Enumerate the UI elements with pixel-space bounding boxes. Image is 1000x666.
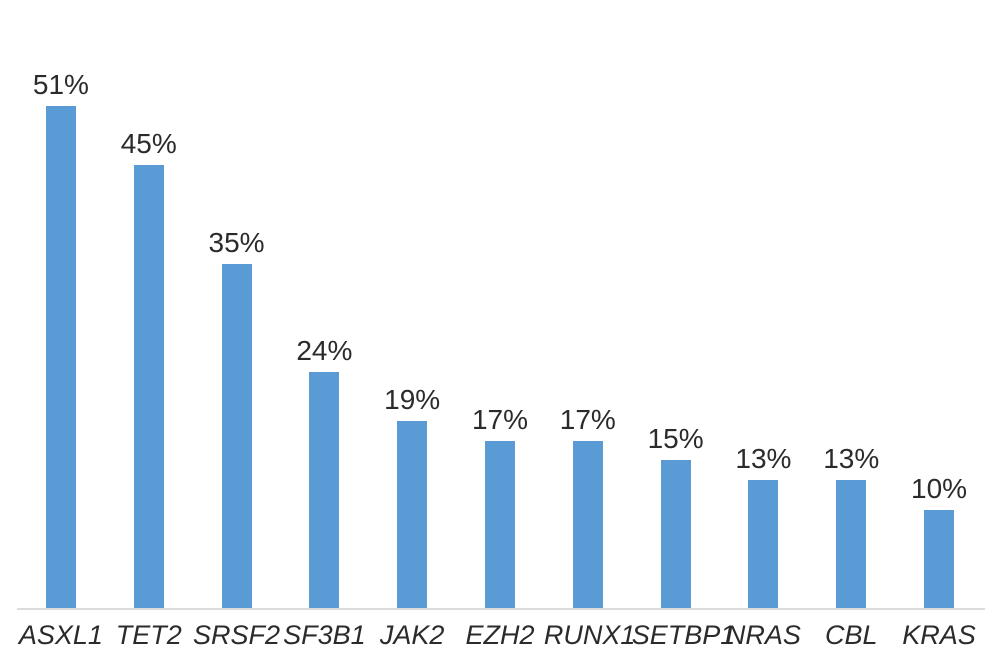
bar-value-label-srsf2: 35% (208, 226, 265, 258)
bar-column-kras: 10% (895, 0, 983, 608)
bar-value-label-tet2: 45% (120, 127, 177, 159)
bar-value-label-nras: 13% (735, 442, 792, 474)
bar-column-nras: 13% (720, 0, 808, 608)
plot-area: 51% 45% 35% 24% 19% 17% 17% 15% 13% 13% 10% (17, 0, 983, 608)
x-axis-label-tet2: TET2 (115, 620, 182, 650)
x-axis-label-ezh2: EZH2 (465, 620, 535, 650)
bar-srsf2 (221, 264, 252, 608)
bar-tet2 (133, 165, 164, 608)
bar-column-srsf2: 35% (193, 0, 281, 608)
bar-asxl1 (45, 106, 76, 608)
bar-sf3b1 (309, 372, 340, 608)
bar-column-jak2: 19% (368, 0, 456, 608)
bar-column-tet2: 45% (105, 0, 193, 608)
bar-cbl (836, 480, 867, 608)
bar-jak2 (397, 421, 428, 608)
bar-column-runx1: 17% (544, 0, 632, 608)
x-axis-label-setbp1: SETBP1 (631, 620, 736, 650)
x-axis-label-srsf2: SRSF2 (193, 620, 281, 650)
bar-ezh2 (484, 441, 515, 608)
bar-value-label-sf3b1: 24% (296, 334, 353, 366)
bar-setbp1 (660, 460, 691, 608)
bar-value-label-setbp1: 15% (647, 422, 704, 454)
x-axis-labels: ASXL1 TET2 SRSF2 SF3B1 JAK2 EZH2 RUNX1 SETBP1 NR… (17, 620, 983, 651)
bar-runx1 (572, 441, 603, 608)
bar-value-label-ezh2: 17% (471, 403, 528, 435)
bar-value-label-jak2: 19% (384, 383, 441, 415)
bar-value-label-runx1: 17% (559, 403, 616, 435)
bar-column-ezh2: 17% (456, 0, 544, 608)
bar-column-cbl: 13% (807, 0, 895, 608)
x-axis-label-asxl1: ASXL1 (18, 620, 103, 650)
bar-value-label-cbl: 13% (823, 442, 880, 474)
bar-kras (924, 510, 955, 608)
bar-value-label-kras: 10% (911, 472, 968, 504)
bar-nras (748, 480, 779, 608)
bar-column-sf3b1: 24% (280, 0, 368, 608)
x-axis-label-kras: KRAS (902, 620, 976, 650)
x-axis-label-sf3b1: SF3B1 (283, 620, 366, 650)
x-axis-label-cbl: CBL (824, 620, 878, 650)
x-axis-label-runx1: RUNX1 (543, 620, 636, 650)
bar-column-asxl1: 51% (17, 0, 105, 608)
x-axis-label-jak2: JAK2 (379, 620, 445, 650)
bar-column-setbp1: 15% (632, 0, 720, 608)
bar-value-label-asxl1: 51% (32, 68, 89, 100)
x-axis-line (17, 608, 985, 610)
x-axis-label-nras: NRAS (725, 620, 801, 650)
